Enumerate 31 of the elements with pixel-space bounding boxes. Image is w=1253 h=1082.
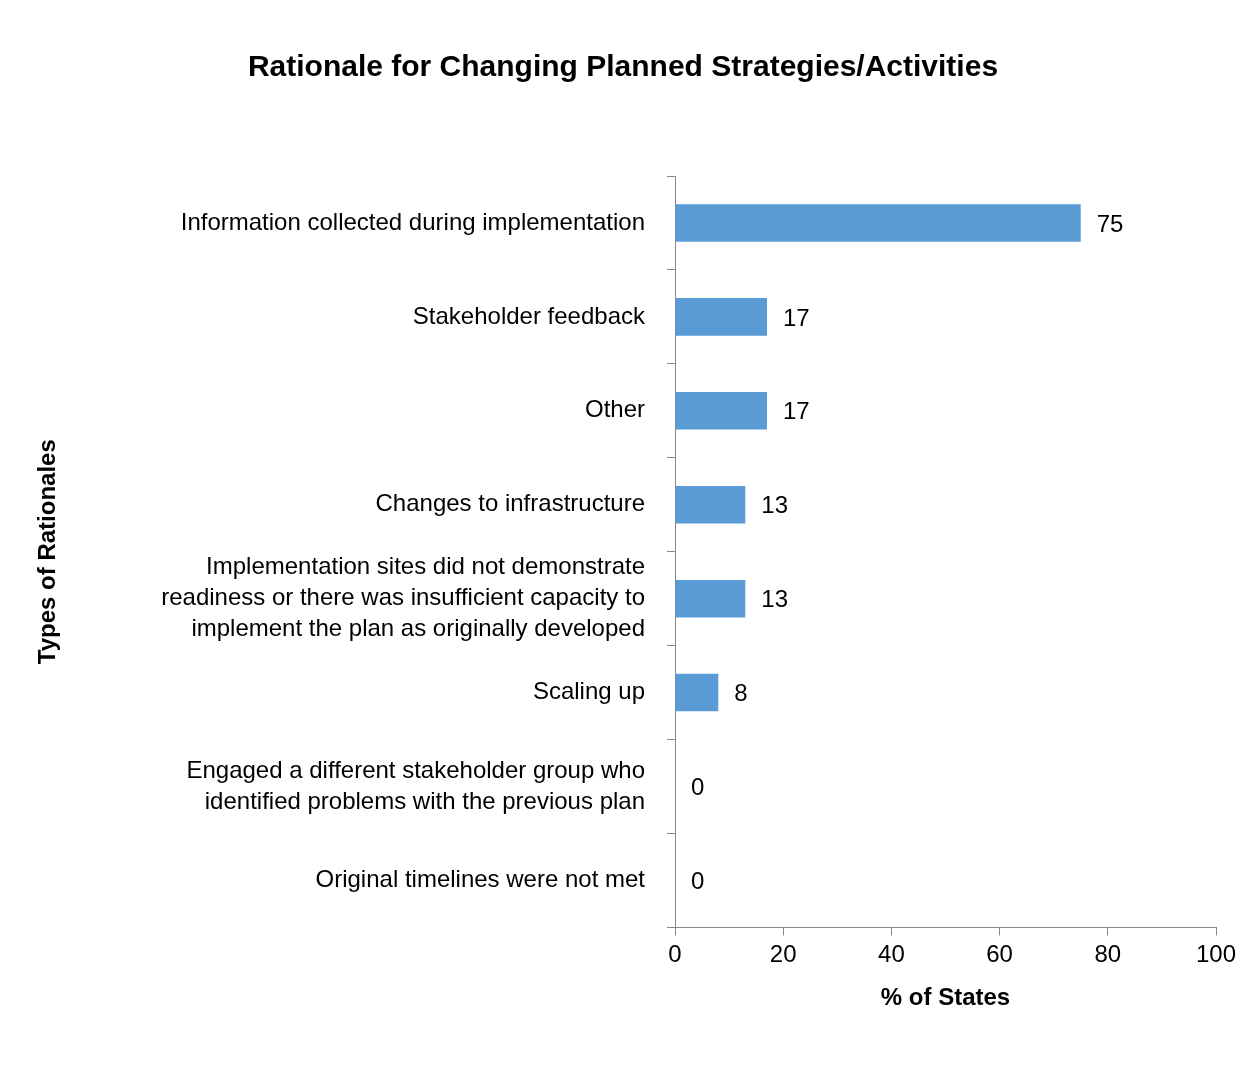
chart-title: Rationale for Changing Planned Strategies/Activities <box>247 49 999 83</box>
data-label: 0 <box>691 867 705 895</box>
bar <box>675 392 767 430</box>
x-tick-label: 40 <box>878 940 905 968</box>
bar <box>675 204 1081 242</box>
y-tick-label: Engaged a different stakeholder group who identified problems with the previous plan <box>186 755 645 814</box>
x-tick-label: 60 <box>986 940 1013 968</box>
bar <box>675 579 746 618</box>
data-label: 75 <box>1096 209 1124 237</box>
y-tick-label: Changes to infrastructure <box>375 489 645 517</box>
data-label: 13 <box>761 491 789 519</box>
y-tick-label: Other <box>584 395 645 423</box>
y-tick-label: Scaling up <box>532 677 645 705</box>
data-label: 0 <box>691 773 705 801</box>
y-tick-label: Implementation sites did not demonstrate readiness or there was insufficient capacity to implement the plan as originally developed <box>161 552 645 642</box>
x-axis-title: % of States <box>880 983 1011 1011</box>
x-tick-label: 100 <box>1195 940 1237 968</box>
y-tick-label: Original timelines were not met <box>315 865 646 893</box>
data-label: 8 <box>734 679 748 707</box>
x-tick-label: 20 <box>769 940 797 968</box>
bar <box>675 298 767 336</box>
data-label: 17 <box>782 397 810 425</box>
y-tick-label: Information collected during implementation <box>180 207 645 235</box>
x-tick-label: 80 <box>1094 940 1122 968</box>
bar <box>675 673 719 712</box>
x-tick-label: 0 <box>668 940 682 968</box>
y-tick-label: Stakeholder feedback <box>412 301 646 329</box>
data-label: 17 <box>782 303 810 331</box>
bar <box>675 485 746 524</box>
data-label: 13 <box>761 585 789 613</box>
y-axis-title: Types of Rationales <box>33 439 61 665</box>
